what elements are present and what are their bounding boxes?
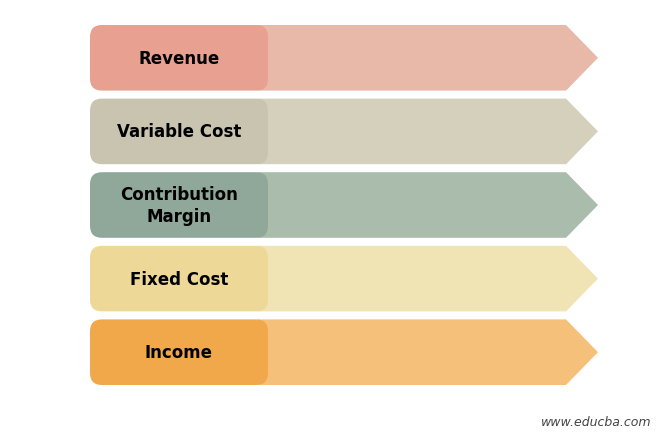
Text: Fixed Cost: Fixed Cost <box>130 270 228 288</box>
FancyBboxPatch shape <box>90 99 268 165</box>
Text: Revenue: Revenue <box>138 49 219 68</box>
Polygon shape <box>258 246 598 312</box>
FancyBboxPatch shape <box>90 320 268 385</box>
Text: www.educba.com: www.educba.com <box>540 415 651 428</box>
Text: Variable Cost: Variable Cost <box>117 123 241 141</box>
FancyBboxPatch shape <box>90 26 268 92</box>
Text: Income: Income <box>145 343 213 362</box>
Polygon shape <box>258 320 598 385</box>
Polygon shape <box>258 99 598 165</box>
Polygon shape <box>258 173 598 238</box>
FancyBboxPatch shape <box>90 173 268 238</box>
Text: Contribution
Margin: Contribution Margin <box>120 185 238 226</box>
FancyBboxPatch shape <box>90 246 268 312</box>
Polygon shape <box>258 26 598 92</box>
